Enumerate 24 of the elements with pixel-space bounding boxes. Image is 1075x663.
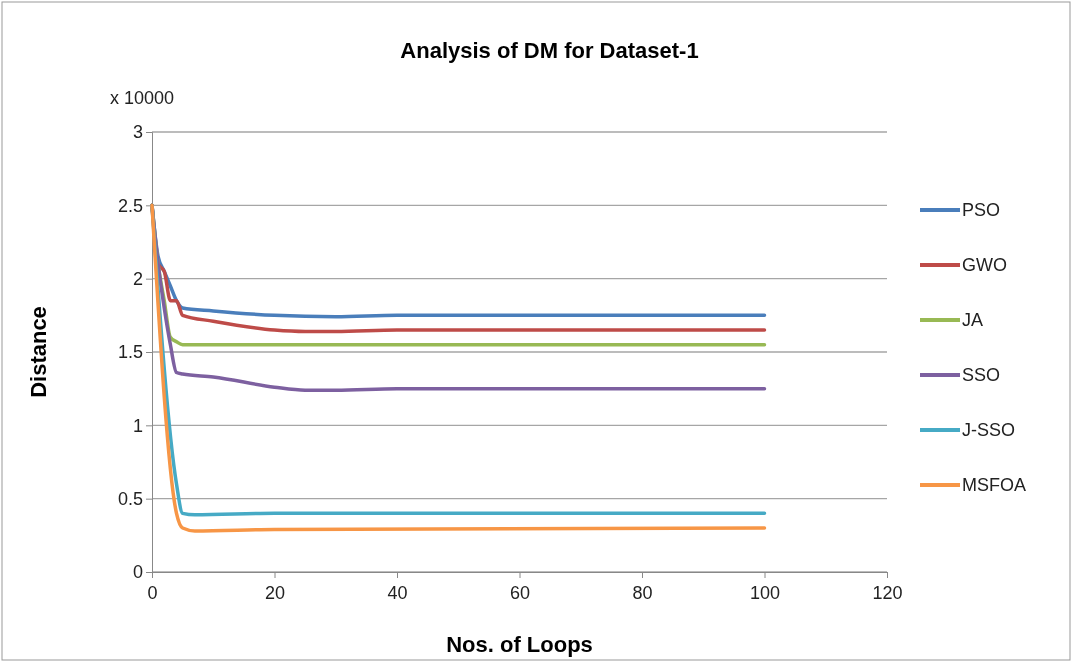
x-tick-label: 60 bbox=[509, 583, 531, 603]
y-tick-label: 0 bbox=[132, 562, 143, 583]
y-tick-label: 1.5 bbox=[117, 342, 143, 363]
legend-label: PSO bbox=[962, 200, 1001, 221]
y-axis-title: Distance bbox=[26, 306, 51, 398]
x-tick-label: 20 bbox=[264, 583, 286, 603]
chart-title: Analysis of DM for Dataset-1 bbox=[400, 38, 699, 63]
y-tick-label: 0.5 bbox=[117, 488, 143, 509]
legend-label: JA bbox=[962, 310, 984, 331]
x-axis-title: Nos. of Loops bbox=[446, 632, 593, 657]
x-tick-label: 40 bbox=[387, 583, 408, 603]
x-tick-label: 120 bbox=[872, 583, 903, 603]
x-tick-label: 80 bbox=[632, 583, 653, 603]
text: x 10000 bbox=[110, 88, 175, 108]
x-tick-label: 0 bbox=[147, 583, 158, 603]
y-tick-label: 2 bbox=[132, 268, 143, 289]
legend-label: GWO bbox=[962, 255, 1007, 276]
y-tick-label: 1 bbox=[132, 415, 143, 436]
y-tick-label: 2.5 bbox=[117, 195, 143, 216]
legend-label: MSFOA bbox=[962, 475, 1027, 496]
legend-label: SSO bbox=[962, 365, 1001, 386]
x-tick-label: 100 bbox=[749, 583, 781, 603]
y-tick-label: 3 bbox=[132, 122, 143, 143]
legend-label: J-SSO bbox=[962, 420, 1016, 441]
